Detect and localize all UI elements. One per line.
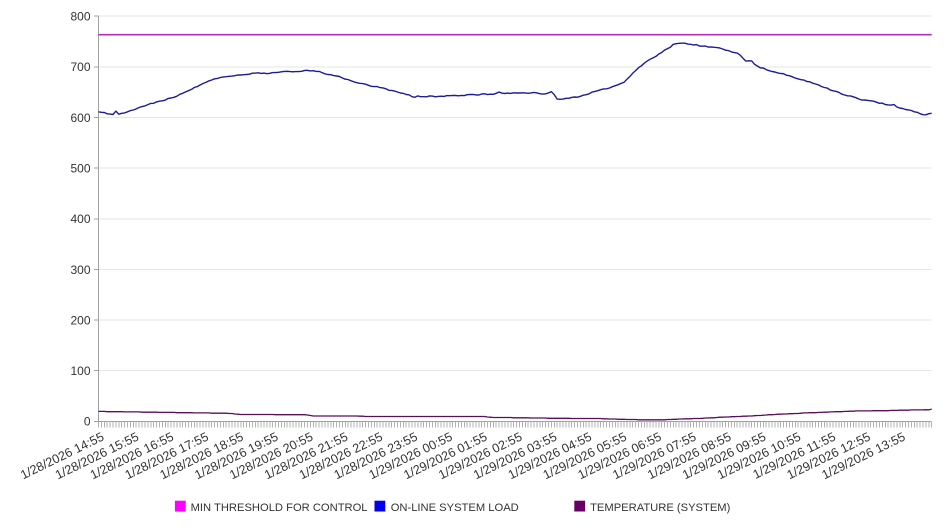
svg-text:600: 600 xyxy=(70,111,90,125)
svg-text:800: 800 xyxy=(70,10,90,24)
svg-text:400: 400 xyxy=(70,212,90,226)
svg-text:500: 500 xyxy=(70,162,90,176)
svg-text:0: 0 xyxy=(84,415,91,429)
svg-text:MIN THRESHOLD FOR CONTROL: MIN THRESHOLD FOR CONTROL xyxy=(191,502,368,514)
svg-text:TEMPERATURE (SYSTEM): TEMPERATURE (SYSTEM) xyxy=(590,502,731,514)
svg-text:100: 100 xyxy=(70,364,90,378)
svg-text:200: 200 xyxy=(70,313,90,327)
svg-text:700: 700 xyxy=(70,60,90,74)
svg-text:ON-LINE SYSTEM LOAD: ON-LINE SYSTEM LOAD xyxy=(391,502,519,514)
svg-text:300: 300 xyxy=(70,263,90,277)
